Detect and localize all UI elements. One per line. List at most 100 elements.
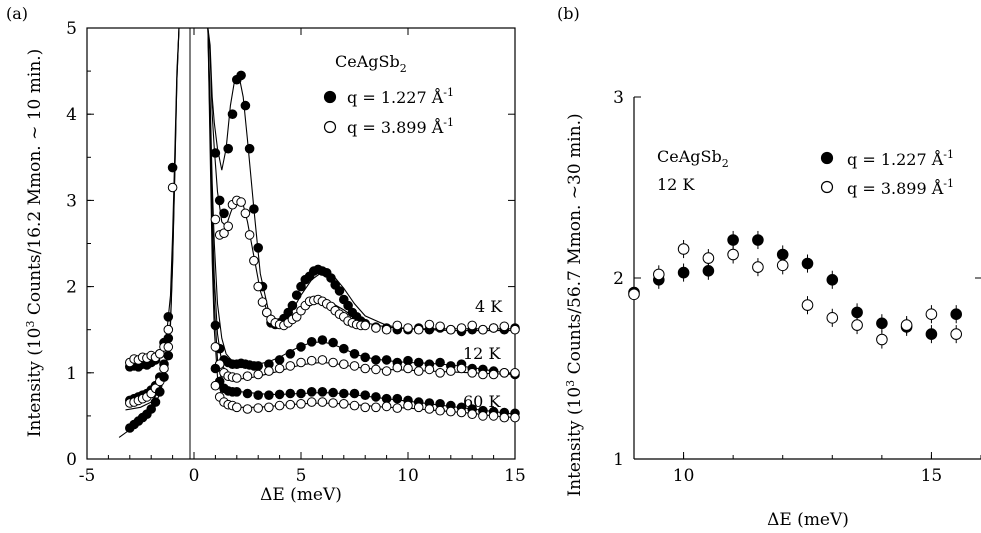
panel-a-ticks xyxy=(86,27,516,460)
data-point-filled xyxy=(236,70,246,81)
data-point-open xyxy=(403,323,413,333)
data-point-filled xyxy=(244,143,255,154)
data-point-open xyxy=(403,400,413,411)
panel-a-x-tick-labels: -5 0 5 10 15 xyxy=(79,466,526,486)
data-point-filled xyxy=(253,361,264,371)
panel-b-y-title-rest: Counts/56.7 Mmon. ~30 min.) xyxy=(565,113,585,379)
data-point-open xyxy=(488,369,499,380)
data-point-filled xyxy=(435,357,445,368)
legend-marker-open xyxy=(820,180,834,194)
data-point-filled xyxy=(326,273,336,283)
data-point-filled xyxy=(851,306,863,319)
data-point-open xyxy=(274,363,285,374)
data-point-open xyxy=(424,364,435,375)
data-point-open xyxy=(306,397,317,407)
data-point-open xyxy=(510,368,520,378)
panel-a-legend-1-sup: -1 xyxy=(443,86,454,99)
data-point-filled xyxy=(381,355,392,365)
data-point-open xyxy=(210,380,221,391)
data-point-open xyxy=(727,248,739,261)
panel-a-legend-entry-1: q = 1.227 Å-1 xyxy=(347,86,454,107)
fit-curve xyxy=(207,27,515,330)
panel-b-label: (b) xyxy=(557,4,580,23)
data-point-filled xyxy=(155,387,165,397)
panel-b-compound-sub: 2 xyxy=(722,157,729,170)
data-point-open xyxy=(413,402,424,413)
legend-marker-open xyxy=(323,120,337,134)
data-point-filled xyxy=(253,390,264,401)
panel-b-temperature-label: 12 K xyxy=(657,175,695,194)
data-point-filled xyxy=(876,317,888,330)
data-point-open xyxy=(381,401,392,412)
data-point-filled xyxy=(826,274,839,286)
data-point-open xyxy=(253,369,264,380)
data-point-open xyxy=(702,252,715,264)
x-tick-label: -5 xyxy=(79,466,96,486)
x-tick-label: 5 xyxy=(296,466,307,486)
data-point-filled xyxy=(146,404,156,414)
data-point-open xyxy=(478,324,488,335)
panel-b-data-points xyxy=(628,230,963,349)
panel-b-y-axis-title: Intensity (103 Counts/56.7 Mmon. ~30 min… xyxy=(564,113,585,496)
data-point-filled xyxy=(249,204,259,214)
data-point-open xyxy=(424,319,435,330)
data-point-filled xyxy=(371,355,381,365)
data-point-open xyxy=(499,412,510,423)
panel-b-legend-1-sup: -1 xyxy=(943,148,954,161)
data-point-open xyxy=(392,362,403,373)
legend-marker-filled xyxy=(323,90,337,104)
panel-b-legend-2-sup: -1 xyxy=(943,177,954,190)
panel-b-compound-main: CeAgSb xyxy=(657,147,722,166)
data-point-open xyxy=(236,197,246,207)
data-point-filled xyxy=(702,265,715,277)
data-point-open xyxy=(274,400,285,411)
data-point-open xyxy=(826,312,839,324)
data-point-filled xyxy=(349,349,360,359)
data-point-filled xyxy=(317,335,328,345)
data-point-open xyxy=(339,399,349,409)
data-point-filled xyxy=(343,300,353,311)
data-point-open xyxy=(167,182,178,193)
data-point-open xyxy=(381,324,392,335)
data-point-open xyxy=(467,409,478,420)
data-point-open xyxy=(467,320,478,331)
panel-a-y-axis-title: Intensity (103 Counts/16.2 Mmon. ~ 10 mi… xyxy=(24,49,45,438)
y-tick-label: 5 xyxy=(66,19,77,39)
data-point-open xyxy=(456,363,467,374)
data-point-filled xyxy=(232,387,242,397)
data-point-open xyxy=(328,398,338,408)
panel-b: (b) 10 15 123 ΔE (meV) Intensity (103 Cou… xyxy=(557,4,981,530)
data-point-open xyxy=(296,399,306,409)
data-point-open xyxy=(264,402,274,413)
data-point-filled xyxy=(752,234,764,246)
panel-a-compound-main: CeAgSb xyxy=(335,52,400,71)
data-point-open xyxy=(499,321,510,332)
x-tick-label: 0 xyxy=(189,466,200,486)
panel-a-compound-label: CeAgSb2 xyxy=(335,52,407,75)
data-point-open xyxy=(435,368,445,378)
temp-label-4k: 4 K xyxy=(475,297,503,316)
data-point-filled xyxy=(306,337,317,347)
data-point-open xyxy=(328,357,338,368)
data-point-filled xyxy=(776,248,789,261)
x-tick-label: 15 xyxy=(504,466,526,486)
panel-a-fit-curves xyxy=(118,27,516,438)
data-point-open xyxy=(163,324,174,335)
data-point-filled xyxy=(210,320,221,331)
data-point-filled xyxy=(334,286,345,296)
data-point-open xyxy=(510,324,520,335)
data-point-open xyxy=(296,357,306,368)
data-point-open xyxy=(876,333,888,346)
data-point-open xyxy=(456,323,467,333)
panel-b-legend-entry-2: q = 3.899 Å-1 xyxy=(847,177,954,198)
data-point-open xyxy=(244,230,255,240)
data-point-open xyxy=(249,255,259,266)
data-point-filled xyxy=(264,390,274,401)
data-point-filled xyxy=(296,281,306,292)
data-point-filled xyxy=(274,389,285,400)
legend-marker-filled xyxy=(820,151,834,165)
x-tick-label: 10 xyxy=(673,466,695,486)
data-point-filled xyxy=(283,307,294,318)
data-point-open xyxy=(950,328,963,340)
